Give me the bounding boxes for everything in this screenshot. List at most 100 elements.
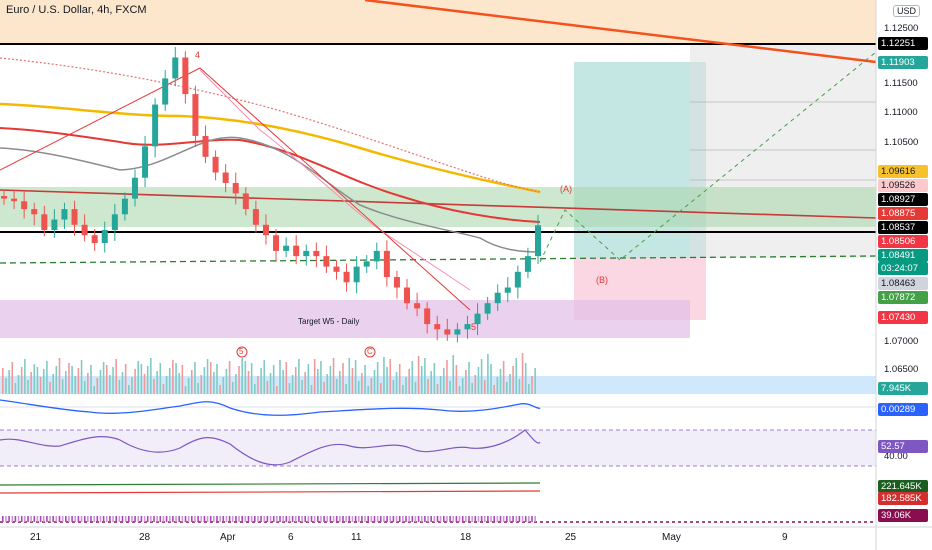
price-tick: 1.06500 [884, 364, 919, 375]
price-label: 1.08463 [878, 277, 928, 290]
candle-body [373, 250, 380, 262]
volume-bar [2, 368, 4, 394]
volume-bar [137, 361, 140, 394]
histogram-bar [332, 516, 335, 522]
histogram-bar [386, 516, 388, 522]
ema-red [0, 127, 541, 223]
histogram-bar [512, 516, 514, 522]
histogram-bar [254, 516, 256, 522]
wave-5-label: 5 [471, 322, 477, 332]
ema-dotted [0, 57, 541, 193]
chart-title[interactable]: Euro / U.S. Dollar, 4h, FXCM [6, 4, 147, 16]
volume-bar [200, 375, 203, 394]
volume-bar [74, 376, 77, 394]
histogram-bar [348, 516, 351, 522]
volume-bar [241, 358, 243, 394]
histogram-bar [30, 516, 32, 522]
histogram-bar [203, 516, 206, 522]
volume-bar [109, 375, 111, 394]
histogram-bar [364, 516, 366, 522]
volume-bar [172, 360, 174, 394]
volume-bar [128, 385, 130, 394]
volume-bar [468, 362, 470, 394]
histogram-bar [55, 516, 58, 522]
volume-bar [389, 359, 392, 394]
volume-bar [446, 360, 448, 394]
histogram-bar [46, 516, 48, 522]
histogram-bar [219, 516, 221, 522]
candle-body [524, 256, 531, 272]
volume-bar [515, 358, 518, 394]
volume-bar [131, 377, 133, 394]
histogram-bar [465, 516, 467, 522]
volume-bar [512, 366, 514, 394]
histogram-bar [52, 516, 54, 522]
volume-bar [150, 358, 152, 394]
candle-body [273, 235, 280, 251]
histogram-bar [93, 516, 95, 522]
volume-bar [420, 366, 423, 394]
volume-bar [285, 362, 288, 394]
histogram-bar [105, 516, 108, 522]
volume-bar [298, 359, 300, 394]
histogram-bar [285, 516, 288, 522]
volume-bar [304, 372, 306, 394]
volume-bar [206, 359, 209, 394]
histogram-bar [128, 516, 130, 522]
volume-bar [430, 371, 432, 394]
candle-body [464, 324, 471, 330]
histogram-bar [83, 516, 86, 522]
volume-bar [184, 386, 187, 394]
candle-body [535, 225, 541, 257]
histogram-bar [216, 516, 218, 522]
currency-badge[interactable]: USD [893, 5, 921, 17]
candle-body [202, 135, 209, 157]
volume-bar [140, 364, 143, 394]
histogram-bar [294, 516, 297, 522]
volume-bar [181, 365, 184, 394]
volume-bar [493, 385, 495, 394]
histogram-bar [200, 516, 203, 522]
candle-body [414, 303, 421, 309]
volume-bar [96, 378, 99, 394]
histogram-bar [329, 516, 332, 522]
histogram-bar [487, 516, 489, 522]
candle-body [51, 219, 58, 230]
histogram-bar [320, 516, 322, 522]
volume-bar [39, 377, 42, 394]
circle-c-label: C [367, 347, 373, 356]
volume-bars [2, 353, 536, 394]
wave-line [0, 67, 471, 311]
volume-bar [279, 360, 281, 394]
volume-bar [134, 369, 136, 394]
price-label: 1.12251 [878, 37, 928, 50]
volume-bar [118, 380, 121, 394]
time-tick: 25 [565, 532, 577, 543]
histogram-bar [115, 516, 117, 522]
candle-body [61, 209, 68, 220]
price-tick: 1.07000 [884, 336, 919, 347]
histogram-bar [339, 516, 341, 522]
volume-bar [77, 368, 80, 394]
volume-bar [197, 383, 199, 394]
candle-body [404, 287, 411, 304]
histogram-bar [121, 516, 124, 522]
histogram-bar [124, 516, 127, 522]
histogram-bar [383, 516, 385, 522]
volume-bar [49, 382, 51, 394]
histogram-bar [474, 516, 477, 522]
histogram-bar [228, 516, 231, 522]
price-label: 39.06K [878, 509, 928, 522]
histogram-bar [534, 516, 536, 522]
histogram-bar [524, 516, 527, 522]
volume-bar [105, 365, 108, 394]
volume-bar [58, 358, 61, 394]
histogram-bar [351, 516, 354, 522]
candle-body [514, 271, 521, 288]
volume-bar [395, 372, 398, 394]
histogram-bar [17, 516, 20, 522]
histogram-bar [506, 516, 508, 522]
volume-bar [222, 377, 225, 394]
histogram-bar [361, 516, 363, 522]
